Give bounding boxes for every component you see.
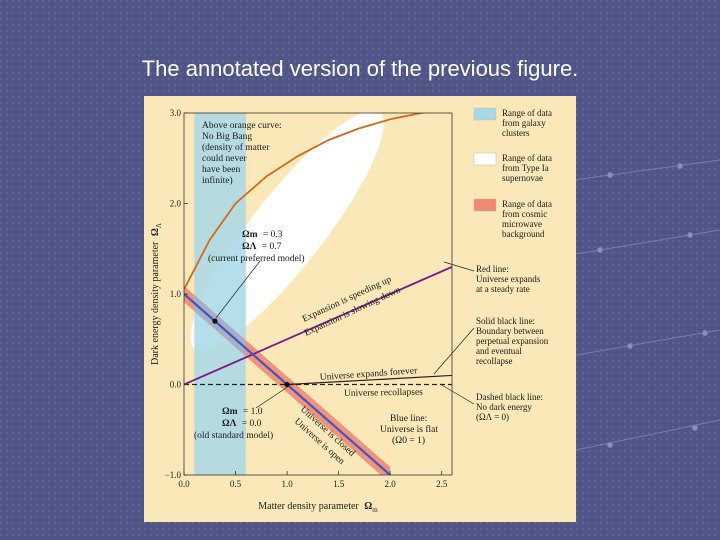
- legend-label-supernovae: Range of data from Type Ia supernovae: [502, 153, 554, 183]
- model-point: [284, 381, 290, 388]
- annotation-old-model: Ωm = 1.0 ΩΛ = 0.0 (old standard model): [194, 407, 273, 441]
- note-line: at a steady rate: [476, 284, 530, 294]
- blue-line-note: Blue line:: [390, 414, 427, 424]
- x-tick-label: 2.5: [436, 479, 448, 489]
- y-tick-label: 2.0: [170, 199, 182, 209]
- note-line: (ΩΛ = 0): [476, 412, 509, 422]
- x-axis-label: Matter density parameter Ωm: [258, 501, 378, 514]
- y-axis-label-symbol: Ω: [150, 228, 161, 236]
- legend-swatch-clusters: [473, 107, 497, 121]
- note-line: Dashed black line:: [476, 392, 543, 402]
- data-points: [212, 318, 290, 388]
- current-model-line: = 0.3: [263, 230, 283, 240]
- note-line: Red line:: [476, 264, 509, 274]
- legend-line: Range of data: [502, 153, 552, 163]
- legend-line: from cosmic: [502, 209, 547, 219]
- y-axis-label-subscript: Λ: [155, 223, 163, 228]
- current-model-line: = 0.7: [262, 242, 282, 252]
- slide-title: The annotated version of the previous fi…: [141, 56, 579, 81]
- legend-swatch-cmb: [473, 198, 497, 212]
- label-recollapses: Universe recollapses: [344, 388, 423, 399]
- blue-line-note: Universe is flat: [380, 424, 438, 435]
- x-tick-label: 1.0: [281, 479, 293, 489]
- x-axis-label-symbol: Ω: [364, 501, 372, 512]
- y-tick-label: 1.0: [170, 289, 182, 299]
- note-line: Universe expands: [476, 274, 541, 284]
- x-tick-label: 1.5: [333, 479, 345, 489]
- solid-black-line: [287, 374, 452, 386]
- x-tick-label: 0.0: [178, 479, 190, 489]
- x-tick-label: 2.0: [385, 479, 397, 489]
- y-tick-label: −1.0: [165, 470, 182, 480]
- legend-label-clusters: Range of data from galaxy clusters: [502, 108, 554, 138]
- cosmology-chart: 0.0 0.5 1.0 1.5 2.0 2.53.02.01.00.0−1.0 Dark …: [144, 96, 576, 522]
- legend: Range of data from galaxy clusters Range…: [473, 107, 554, 239]
- annotation-above-orange-line: No Big Bang: [202, 132, 252, 142]
- galaxy-clusters-region: [194, 113, 246, 475]
- annotation-current-model: Ωm = 0.3 ΩΛ = 0.7 (current preferred mod…: [208, 230, 305, 264]
- red-line: [184, 266, 452, 386]
- y-axis-label-text: Dark energy density parameter: [150, 241, 161, 365]
- note-solid-black: Solid black line: Boundary between perpe…: [476, 316, 550, 366]
- note-red-line: Red line: Universe expands at a steady r…: [476, 264, 542, 294]
- annotation-leaders: [215, 260, 475, 409]
- legend-line: supernovae: [502, 173, 543, 183]
- leader-dashed-black: [439, 383, 475, 405]
- current-model-line: (current preferred model): [208, 253, 305, 264]
- x-axis-label-subscript: m: [372, 506, 378, 514]
- orange-curve: [184, 113, 428, 290]
- old-model-line: = 0.0: [242, 419, 262, 429]
- legend-label-cmb: Range of data from cosmic microwave back…: [502, 199, 554, 239]
- leader-current-model: [215, 260, 261, 319]
- note-line: Boundary between: [476, 326, 544, 336]
- x-axis-label-text: Matter density parameter: [258, 501, 359, 512]
- legend-swatch-supernovae: [473, 152, 497, 166]
- x-tick-label: 0.5: [230, 479, 242, 489]
- y-tick-label: 3.0: [170, 108, 182, 118]
- model-point: [212, 318, 218, 324]
- legend-line: Range of data: [502, 108, 552, 118]
- y-tick-label: 0.0: [170, 380, 182, 390]
- leader-red-line: [443, 261, 475, 272]
- y-axis-label: Dark energy density parameter ΩΛ: [150, 223, 163, 365]
- note-line: perpetual expansion: [476, 336, 549, 346]
- current-model-symbol: Ωm: [242, 230, 258, 240]
- old-model-symbol: ΩΛ: [222, 419, 237, 429]
- annotation-above-orange-line: Above orange curve:: [202, 121, 282, 131]
- note-line: Solid black line:: [476, 316, 535, 326]
- leader-solid-black: [433, 327, 475, 375]
- legend-line: microwave: [502, 219, 542, 229]
- annotation-above-orange-line: (density of matter: [202, 142, 270, 153]
- legend-line: Range of data: [502, 199, 552, 209]
- current-model-symbol: ΩΛ: [242, 242, 257, 252]
- annotation-above-orange-line: infinite): [202, 175, 233, 186]
- legend-line: from Type Ia: [502, 163, 549, 173]
- annotation-blue-line: Blue line: Universe is flat (Ω0 = 1): [380, 414, 440, 446]
- old-model-line: (old standard model): [194, 430, 273, 441]
- legend-line: background: [502, 229, 545, 239]
- legend-line: from galaxy: [502, 118, 546, 128]
- note-line: recollapse: [476, 356, 512, 366]
- axis-ticks: 0.0 0.5 1.0 1.5 2.0 2.53.02.01.00.0−1.0: [165, 108, 448, 489]
- note-line: No dark energy: [476, 402, 532, 412]
- annotation-above-orange-line: could never: [202, 154, 247, 164]
- note-line: and eventual: [476, 346, 522, 356]
- old-model-symbol: Ωm: [222, 407, 238, 417]
- annotation-above-orange: Above orange curve: No Big Bang (density…: [202, 121, 284, 186]
- legend-line: clusters: [502, 128, 530, 138]
- blue-line-note: (Ω0 = 1): [392, 435, 425, 446]
- note-dashed-black: Dashed black line: No dark energy (ΩΛ = …: [476, 392, 545, 422]
- old-model-line: = 1.0: [243, 407, 263, 417]
- leader-old-model: [255, 385, 290, 409]
- annotation-above-orange-line: have been: [202, 165, 240, 175]
